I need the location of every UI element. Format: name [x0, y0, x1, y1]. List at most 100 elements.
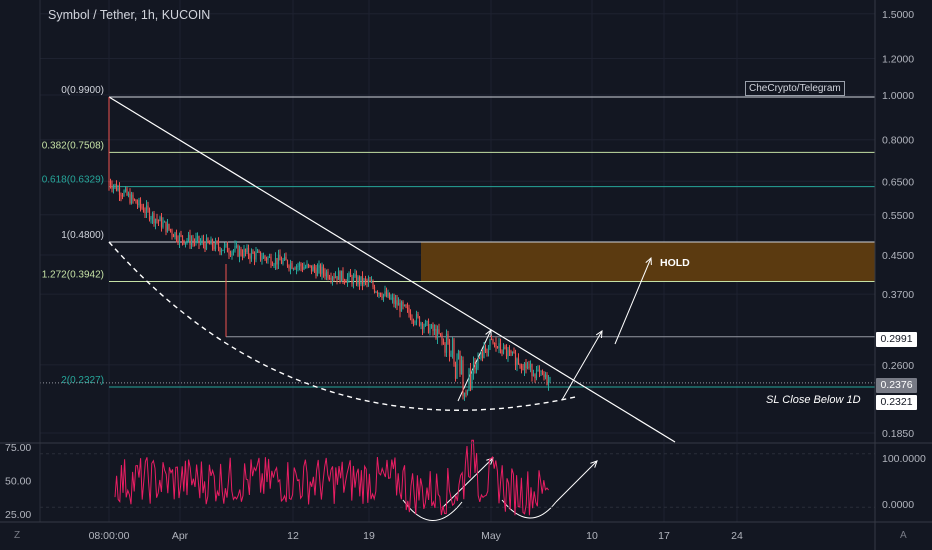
hold-zone-layer	[421, 242, 875, 282]
candle-body	[387, 292, 389, 297]
candle-body	[187, 235, 190, 241]
candle-body	[417, 314, 419, 317]
candle-body	[247, 247, 250, 256]
candle-body	[405, 304, 407, 308]
candle-body	[162, 222, 164, 228]
candle-body	[499, 343, 502, 351]
candle-body	[424, 320, 427, 327]
candle-body	[393, 297, 395, 304]
candle-body	[403, 304, 406, 306]
candle-body	[208, 242, 211, 245]
candle-body	[318, 265, 320, 268]
candle-body	[241, 254, 244, 257]
candle-body	[472, 362, 475, 375]
candle-body	[420, 323, 422, 326]
hold-zone-rect	[421, 242, 875, 282]
candle-body	[462, 360, 464, 397]
candle-body	[421, 323, 424, 330]
candle-body	[280, 260, 283, 264]
candle-body	[300, 263, 302, 267]
candle-body	[264, 255, 266, 259]
candle-body	[213, 246, 215, 249]
candle-body	[337, 271, 340, 280]
candle-body	[369, 280, 371, 283]
price-tick-label: 0.8000	[882, 135, 914, 147]
candle-body	[354, 274, 356, 277]
candle-body	[429, 327, 431, 333]
candle-body	[232, 250, 235, 252]
candle-body	[196, 236, 199, 239]
candle-body	[523, 363, 526, 371]
candle-body	[364, 279, 367, 281]
candle-body	[253, 253, 256, 260]
fib-level-label: 2(0.2327)	[61, 375, 104, 386]
candle-body	[163, 221, 166, 223]
time-tick-label: 17	[658, 530, 670, 542]
rsi-panel	[40, 439, 875, 516]
candle-body	[351, 276, 353, 284]
candle-body	[147, 205, 149, 210]
candle-body	[432, 324, 434, 331]
price-tick-label: 0.6500	[882, 176, 914, 188]
fib-level-label: 1.272(0.3942)	[42, 269, 104, 280]
auto-scale-button[interactable]: A	[900, 530, 907, 541]
candle-body	[412, 319, 415, 323]
price-tick-label: 0.4500	[882, 250, 914, 262]
hold-annotation: HOLD	[660, 257, 690, 269]
candle-body	[436, 329, 439, 339]
candle-body	[496, 346, 499, 349]
candle-body	[427, 320, 430, 333]
candle-body	[144, 211, 146, 213]
candle-body	[342, 270, 344, 281]
candle-body	[486, 351, 488, 353]
time-tick-label: May	[481, 530, 502, 542]
candle-body	[306, 264, 308, 268]
candle-body	[450, 353, 452, 357]
candle-body	[193, 241, 196, 243]
candle-body	[289, 263, 292, 269]
candle-body	[279, 254, 281, 261]
candle-body	[130, 194, 133, 204]
candle-body	[225, 243, 227, 246]
fib-level-label: 0.618(0.6329)	[42, 175, 104, 186]
candle-body	[469, 368, 472, 389]
price-tick-label: 1.5000	[882, 9, 914, 21]
candle-body	[372, 282, 374, 287]
candle-body	[117, 187, 119, 191]
candle-body	[135, 199, 137, 204]
candle-body	[406, 307, 409, 309]
candle-body	[391, 297, 394, 299]
candle-body	[303, 267, 305, 270]
candle-body	[349, 273, 352, 277]
candle-body	[397, 302, 400, 306]
candle-body	[316, 267, 319, 276]
rsi-right-tick-label: 100.0000	[882, 453, 926, 465]
candle-body	[549, 377, 551, 380]
candle-body	[435, 328, 437, 339]
candle-body	[120, 195, 122, 197]
zoom-button[interactable]: Z	[14, 530, 21, 541]
candle-body	[148, 209, 151, 220]
candle-body	[138, 199, 140, 206]
price-tick-label: 1.0000	[882, 90, 914, 102]
candle-body	[150, 218, 152, 220]
candle-body	[448, 339, 451, 357]
candle-body	[540, 370, 542, 372]
candle-body	[498, 343, 500, 349]
candle-body	[265, 258, 268, 261]
candle-body	[507, 350, 509, 357]
candle-body	[112, 185, 115, 189]
candle-body	[235, 245, 238, 247]
candle-body	[124, 188, 127, 192]
candle-body	[522, 369, 524, 371]
candle-body	[246, 247, 248, 253]
candle-body	[447, 333, 449, 340]
candle-body	[504, 346, 506, 350]
candle-body	[415, 314, 418, 323]
candle-body	[396, 300, 398, 306]
candle-body	[358, 277, 361, 285]
candle-body	[222, 249, 224, 251]
candle-body	[333, 277, 335, 279]
candle-body	[520, 365, 523, 370]
candle-body	[513, 351, 515, 354]
